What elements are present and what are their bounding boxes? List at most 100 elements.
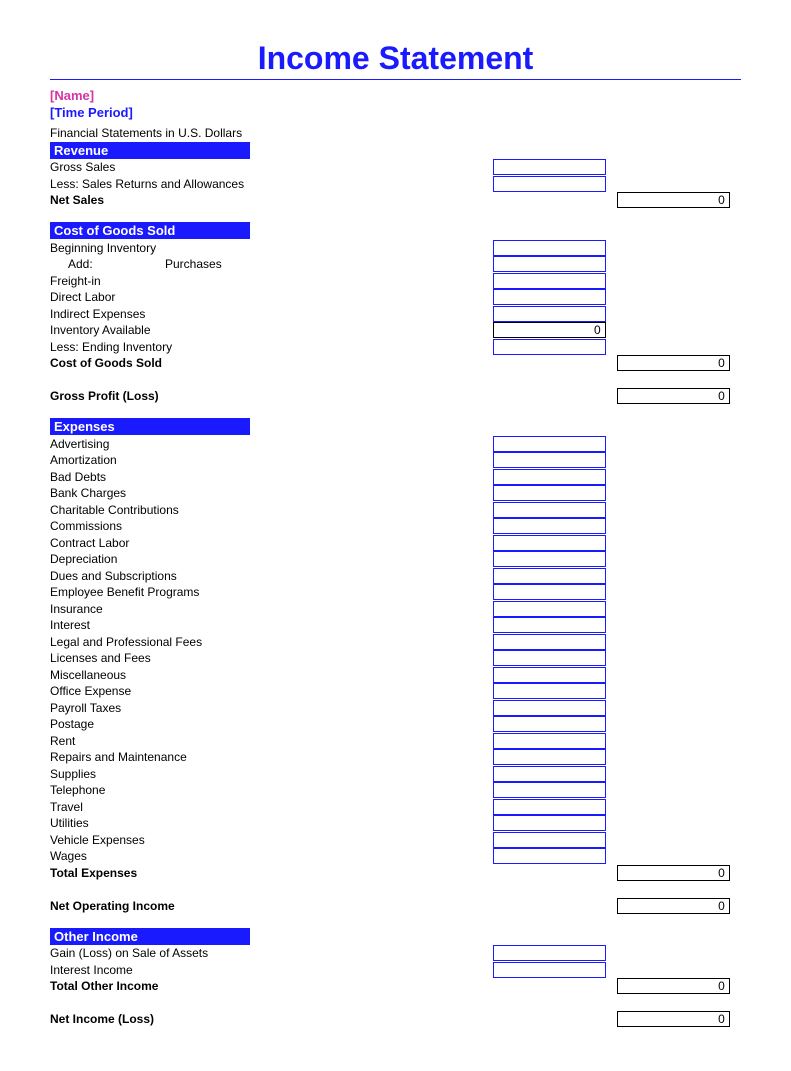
- line-item: Insurance: [50, 600, 741, 617]
- input-cell[interactable]: [493, 832, 606, 848]
- input-cell[interactable]: [493, 815, 606, 831]
- line-item: Supplies: [50, 765, 741, 782]
- input-cell[interactable]: [493, 452, 606, 468]
- input-cell[interactable]: [493, 601, 606, 617]
- document-title: Income Statement: [50, 40, 741, 77]
- input-cell[interactable]: [493, 962, 606, 978]
- input-cell[interactable]: [493, 782, 606, 798]
- input-cell[interactable]: [493, 667, 606, 683]
- line-item: Bank Charges: [50, 485, 741, 502]
- line-item: Amortization: [50, 452, 741, 469]
- input-cell[interactable]: [493, 485, 606, 501]
- line-item: Depreciation: [50, 551, 741, 568]
- line-label: Total Other Income: [50, 978, 493, 995]
- input-cell[interactable]: [493, 749, 606, 765]
- input-cell[interactable]: [493, 617, 606, 633]
- line-label: Less: Ending Inventory: [50, 338, 493, 355]
- input-cell[interactable]: [493, 945, 606, 961]
- input-cell[interactable]: [493, 551, 606, 567]
- line-item: Net Sales0: [50, 192, 741, 209]
- line-item: Cost of Goods Sold0: [50, 355, 741, 372]
- line-label: Add:Purchases: [50, 256, 493, 273]
- section-header-expenses: Expenses: [50, 418, 250, 435]
- line-item: Gross Profit (Loss) 0: [50, 388, 741, 405]
- line-label: Less: Sales Returns and Allowances: [50, 175, 493, 192]
- line-item: Dues and Subscriptions: [50, 567, 741, 584]
- subtotal-cell: 0: [493, 322, 606, 338]
- input-cell[interactable]: [493, 848, 606, 864]
- line-label: Depreciation: [50, 551, 493, 568]
- input-cell[interactable]: [493, 634, 606, 650]
- line-item: Utilities: [50, 815, 741, 832]
- input-cell[interactable]: [493, 240, 606, 256]
- input-cell[interactable]: [493, 339, 606, 355]
- line-label: Office Expense: [50, 683, 493, 700]
- input-cell[interactable]: [493, 436, 606, 452]
- line-label: Commissions: [50, 518, 493, 535]
- input-cell[interactable]: [493, 469, 606, 485]
- input-cell[interactable]: [493, 176, 606, 192]
- line-label: Dues and Subscriptions: [50, 567, 493, 584]
- section-header-revenue: Revenue: [50, 142, 250, 159]
- input-cell[interactable]: [493, 518, 606, 534]
- input-cell[interactable]: [493, 584, 606, 600]
- section-table-revenue: Gross SalesLess: Sales Returns and Allow…: [50, 159, 741, 209]
- line-label: Total Expenses: [50, 864, 493, 881]
- line-item: Licenses and Fees: [50, 650, 741, 667]
- input-cell[interactable]: [493, 502, 606, 518]
- line-item: Gross Sales: [50, 159, 741, 176]
- line-item: Wages: [50, 848, 741, 865]
- line-item: Vehicle Expenses: [50, 831, 741, 848]
- line-item: Miscellaneous: [50, 666, 741, 683]
- line-item: Bad Debts: [50, 468, 741, 485]
- line-label: Contract Labor: [50, 534, 493, 551]
- line-item: [50, 994, 741, 1011]
- line-item: Net Operating Income0: [50, 897, 741, 914]
- input-cell[interactable]: [493, 256, 606, 272]
- line-item: Beginning Inventory: [50, 239, 741, 256]
- line-label: Charitable Contributions: [50, 501, 493, 518]
- section-header-cogs: Cost of Goods Sold: [50, 222, 250, 239]
- line-item: Repairs and Maintenance: [50, 749, 741, 766]
- line-label: Interest Income: [50, 961, 493, 978]
- line-label: Telephone: [50, 782, 493, 799]
- input-cell[interactable]: [493, 159, 606, 175]
- line-label: Utilities: [50, 815, 493, 832]
- line-label: Freight-in: [50, 272, 493, 289]
- line-label: Payroll Taxes: [50, 699, 493, 716]
- input-cell[interactable]: [493, 650, 606, 666]
- input-cell[interactable]: [493, 766, 606, 782]
- section-table-cogs: Beginning InventoryAdd:PurchasesFreight-…: [50, 239, 741, 404]
- line-label: Wages: [50, 848, 493, 865]
- line-label: Gross Profit (Loss): [50, 388, 493, 405]
- total-cell: 0: [617, 1011, 730, 1027]
- input-cell[interactable]: [493, 700, 606, 716]
- line-item: Commissions: [50, 518, 741, 535]
- line-item: Employee Benefit Programs: [50, 584, 741, 601]
- line-label: Net Income (Loss): [50, 1011, 493, 1028]
- input-cell[interactable]: [493, 289, 606, 305]
- line-label: Miscellaneous: [50, 666, 493, 683]
- input-cell[interactable]: [493, 568, 606, 584]
- line-label: Repairs and Maintenance: [50, 749, 493, 766]
- input-cell[interactable]: [493, 716, 606, 732]
- input-cell[interactable]: [493, 683, 606, 699]
- currency-subtitle: Financial Statements in U.S. Dollars: [50, 126, 741, 140]
- section-table-other: Gain (Loss) on Sale of AssetsInterest In…: [50, 945, 741, 1028]
- line-item: Contract Labor: [50, 534, 741, 551]
- line-item: Inventory Available0: [50, 322, 741, 339]
- line-item: Gain (Loss) on Sale of Assets: [50, 945, 741, 962]
- line-item: [50, 371, 741, 388]
- input-cell[interactable]: [493, 799, 606, 815]
- input-cell[interactable]: [493, 535, 606, 551]
- total-cell: 0: [617, 898, 730, 914]
- input-cell[interactable]: [493, 733, 606, 749]
- line-label: Insurance: [50, 600, 493, 617]
- line-label: Employee Benefit Programs: [50, 584, 493, 601]
- line-label: Amortization: [50, 452, 493, 469]
- line-item: Net Income (Loss) 0: [50, 1011, 741, 1028]
- line-label: Travel: [50, 798, 493, 815]
- input-cell[interactable]: [493, 306, 606, 322]
- total-cell: 0: [617, 388, 730, 404]
- input-cell[interactable]: [493, 273, 606, 289]
